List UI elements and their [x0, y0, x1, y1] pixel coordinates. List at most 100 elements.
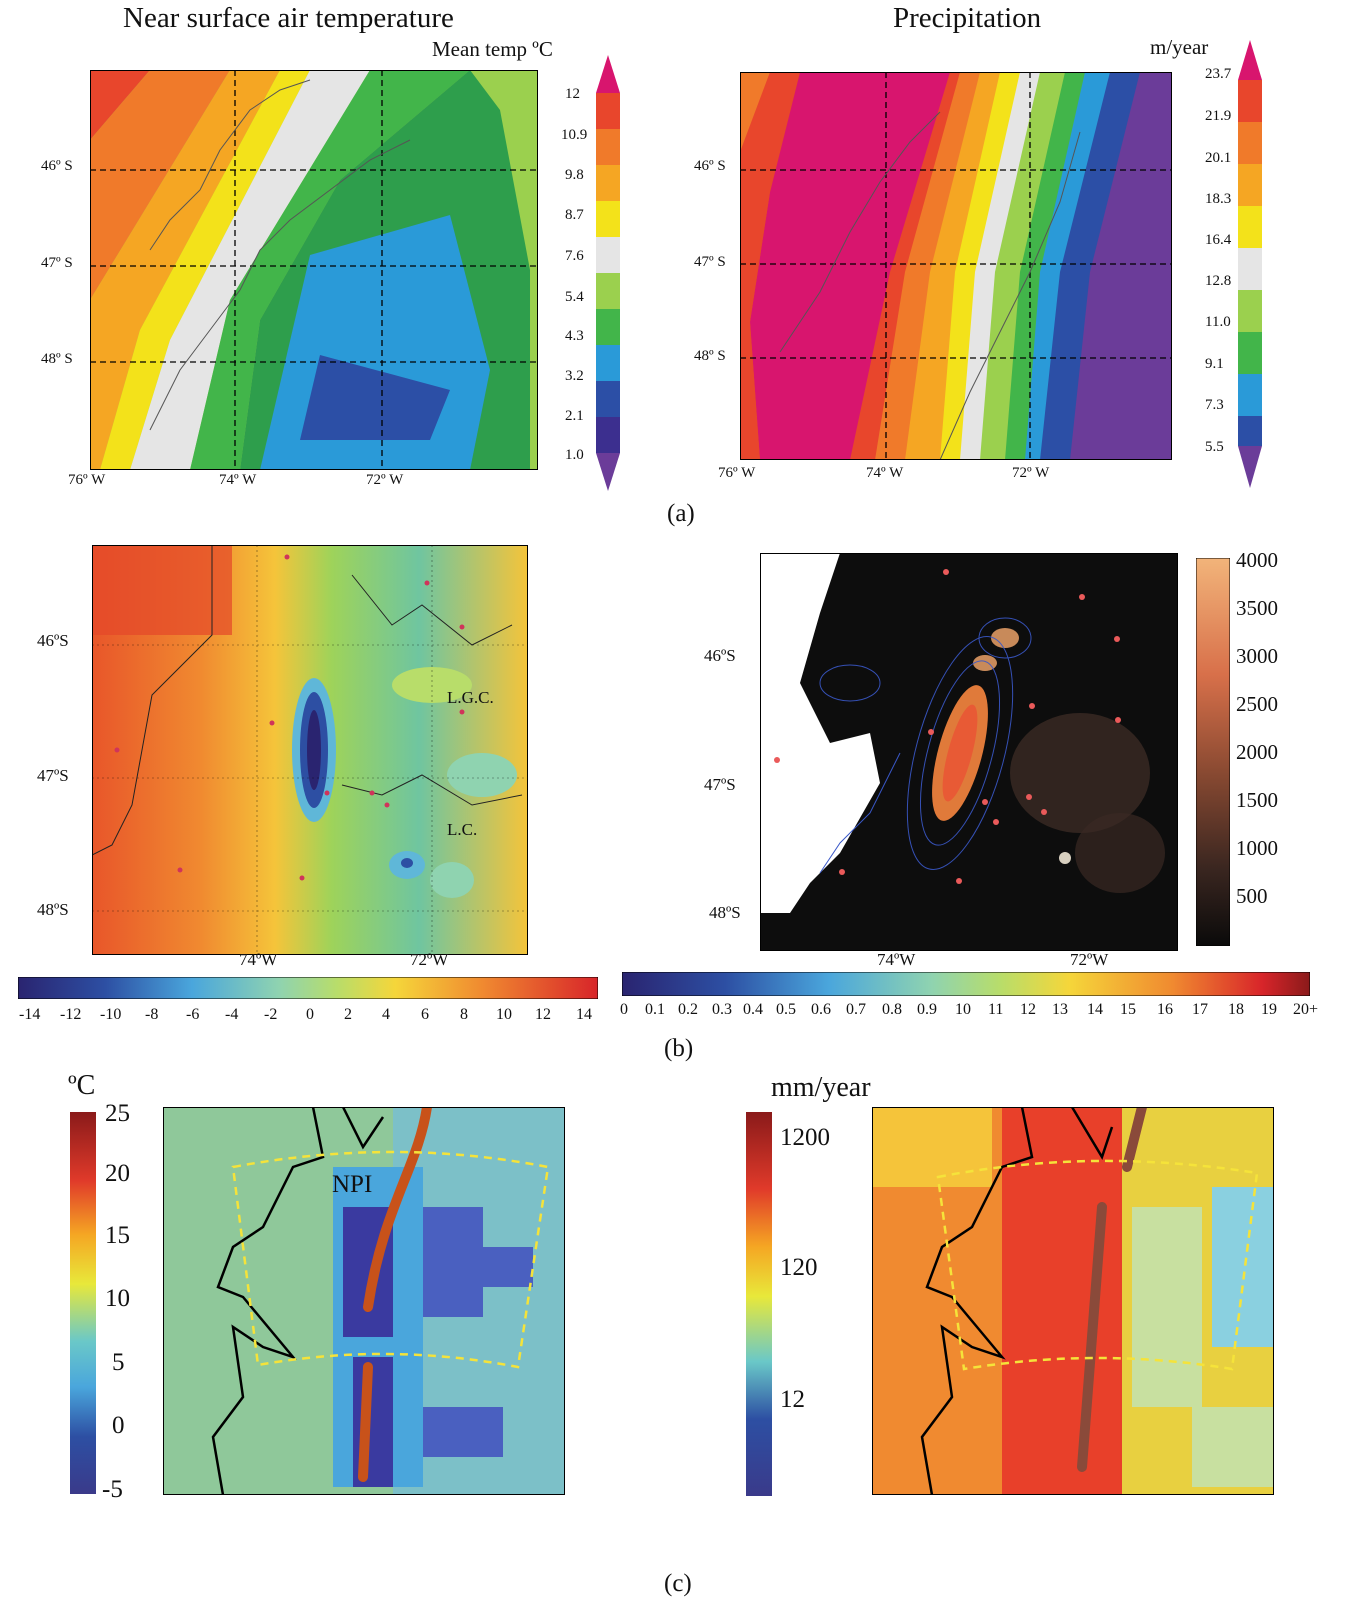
panel-c-precipitation-map [872, 1107, 1274, 1495]
panel-b-left-cb-tick: 6 [421, 1006, 429, 1023]
panel-b-right-lat-47: 47ºS [704, 775, 736, 794]
panel-a-right-cb-tick: 20.1 [1205, 150, 1232, 166]
panel-b-bottom-cb-tick: 17 [1192, 1001, 1208, 1018]
panel-b-left-lat-48: 48ºS [37, 900, 69, 919]
panel-b-left-cb-tick: -14 [19, 1006, 41, 1023]
panel-c-left-cb-tick: 15 [105, 1222, 130, 1249]
panel-c-right-unit: mm/year [771, 1072, 871, 1103]
panel-a-right-lon-72: 72º W [1012, 465, 1050, 481]
panel-a-left-lat-46: 46º S [41, 158, 73, 174]
panel-a-left-cb-tick: 2.1 [565, 408, 584, 424]
panel-c-right-cb-tick: 12 [780, 1386, 805, 1413]
panel-b-left-colorbar [18, 977, 598, 999]
panel-c-right-colorbar [746, 1112, 772, 1496]
panel-a-left-cb-tick: 5.4 [565, 289, 584, 305]
panel-b-right-cb-tick: 2000 [1236, 740, 1278, 764]
panel-b-bottom-cb-tick: 10 [955, 1001, 971, 1018]
panel-c-left-cb-tick: 20 [105, 1160, 130, 1187]
panel-a-right-lat-48: 48º S [694, 348, 726, 364]
panel-b-right-lon-72: 72ºW [1070, 950, 1109, 969]
panel-b-elevation-map [760, 553, 1178, 951]
panel-b-right-cb-tick: 4000 [1236, 548, 1278, 572]
panel-a-right-cb-tick: 21.9 [1205, 108, 1232, 124]
panel-a-left-lon-76: 76º W [68, 472, 106, 488]
panel-b-left-cb-tick: -8 [145, 1006, 159, 1023]
panel-c-left-cb-tick: 5 [112, 1349, 125, 1376]
panel-c-right-cb-tick: 1200 [780, 1124, 830, 1151]
panel-a-left-cb-tick: 3.2 [565, 368, 584, 384]
caption-b: (b) [664, 1035, 694, 1062]
panel-b-left-cb-tick: -10 [100, 1006, 122, 1023]
panel-a-left-cb-tick: 10.9 [561, 127, 588, 143]
panel-a-right-colorbar [1238, 40, 1262, 488]
panel-b-left-cb-tick: 4 [382, 1006, 390, 1023]
panel-b-left-lon-74: 74ºW [239, 950, 278, 969]
panel-b-bottom-cb-tick: 0.6 [811, 1001, 831, 1018]
panel-b-bottom-cb-tick: 15 [1120, 1001, 1136, 1018]
panel-b-bottom-cb-tick: 0.2 [678, 1001, 698, 1018]
panel-b-left-cb-tick: -4 [225, 1006, 239, 1023]
panel-b-bottom-cb-tick: 19 [1261, 1001, 1277, 1018]
panel-b-right-lat-48: 48ºS [709, 903, 741, 922]
caption-a: (a) [667, 500, 695, 527]
panel-b-bottom-cb-tick: 0.8 [882, 1001, 902, 1018]
panel-b-left-cb-tick: -2 [264, 1006, 278, 1023]
panel-b-bottom-cb-tick: 0.7 [846, 1001, 866, 1018]
panel-b-right-colorbar [1196, 558, 1230, 946]
panel-a-left-cb-tick: 7.6 [565, 248, 584, 264]
panel-b-left-cb-tick: 2 [344, 1006, 352, 1023]
panel-b-bottom-cb-tick: 0.4 [743, 1001, 763, 1018]
panel-b-left-cb-tick: 0 [306, 1006, 314, 1023]
panel-a-left-cb-tick: 12 [565, 86, 580, 102]
panel-b-left-cb-tick: 10 [496, 1006, 512, 1023]
panel-b-bottom-cb-tick: 0 [620, 1001, 628, 1018]
panel-a-left-cb-tick: 1.0 [565, 447, 584, 463]
panel-b-bottom-cb-tick: 0.9 [917, 1001, 937, 1018]
panel-b-right-cb-tick: 3500 [1236, 596, 1278, 620]
panel-a-right-lat-46: 46º S [694, 158, 726, 174]
panel-b-temperature-map [92, 545, 528, 955]
panel-b-right-lat-46: 46ºS [704, 646, 736, 665]
panel-b-left-lat-46: 46ºS [37, 631, 69, 650]
panel-b-right-cb-tick: 1000 [1236, 836, 1278, 860]
panel-b-left-cb-tick: 8 [460, 1006, 468, 1023]
panel-a-right-lon-74: 74º W [866, 465, 904, 481]
panel-a-left-lat-48: 48º S [41, 351, 73, 367]
panel-b-bottom-cb-tick: 18 [1228, 1001, 1244, 1018]
panel-b-bottom-cb-tick: 11 [988, 1001, 1004, 1018]
panel-a-right-cb-tick: 9.1 [1205, 356, 1224, 372]
panel-a-right-cb-tick: 16.4 [1205, 232, 1232, 248]
panel-b-right-cb-tick: 1500 [1236, 788, 1278, 812]
panel-c-left-cb-tick: 10 [105, 1285, 130, 1312]
panel-b-left-cb-tick: 12 [535, 1006, 551, 1023]
panel-c-left-cb-tick: -5 [102, 1476, 123, 1503]
panel-a-left-title: Near surface air temperature [123, 2, 454, 34]
panel-b-left-cb-tick: -6 [186, 1006, 200, 1023]
panel-a-left-lat-47: 47º S [41, 255, 73, 271]
panel-b-right-cb-tick: 500 [1236, 884, 1268, 908]
panel-b-left-cb-tick: 14 [576, 1006, 592, 1023]
panel-b-annotation-lgc: L.G.C. [447, 688, 494, 707]
panel-b-annotation-lc: L.C. [447, 820, 478, 839]
panel-a-right-cb-tick: 12.8 [1205, 273, 1232, 289]
panel-a-precipitation-map [740, 72, 1172, 460]
panel-a-left-lon-74: 74º W [219, 472, 257, 488]
panel-b-right-bottom-colorbar [622, 972, 1310, 996]
panel-c-left-cb-tick: 0 [112, 1412, 125, 1439]
panel-c-annotation-npi: NPI [332, 1171, 373, 1198]
panel-a-left-cb-tick: 9.8 [565, 167, 584, 183]
panel-b-bottom-cb-tick: 0.1 [645, 1001, 665, 1018]
caption-c: (c) [664, 1570, 692, 1597]
panel-a-right-lon-76: 76º W [718, 465, 756, 481]
panel-b-bottom-cb-tick: 12 [1020, 1001, 1036, 1018]
panel-a-left-cb-tick: 8.7 [565, 207, 584, 223]
panel-b-right-lon-74: 74ºW [877, 950, 916, 969]
panel-b-left-cb-tick: -12 [60, 1006, 82, 1023]
panel-c-left-unit: ºC [68, 1070, 96, 1101]
panel-a-right-unit: m/year [1150, 35, 1209, 59]
panel-a-left-cb-tick: 4.3 [565, 328, 584, 344]
panel-a-right-cb-tick: 11.0 [1205, 314, 1231, 330]
panel-b-bottom-cb-tick: 20+ [1293, 1001, 1319, 1018]
panel-c-temperature-map [163, 1107, 565, 1495]
panel-a-temperature-map [90, 70, 538, 470]
